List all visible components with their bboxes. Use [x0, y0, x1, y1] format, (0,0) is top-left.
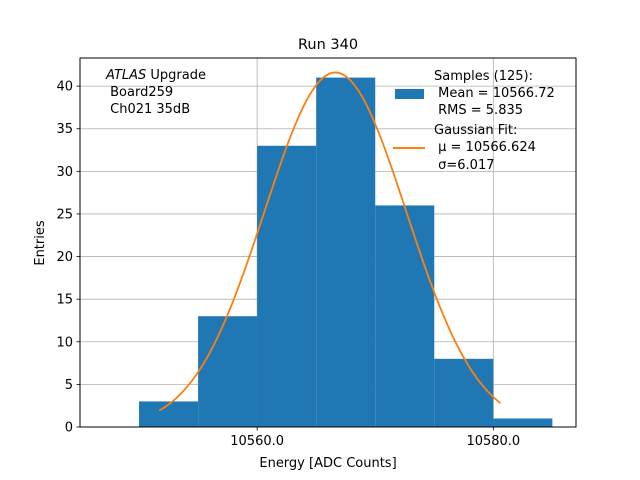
y-tick-label: 40 [56, 80, 73, 95]
legend-fit-line-2: μ = 10566.624 [434, 140, 536, 155]
annotation-text: ATLAS Upgrade Board259 Ch021 35dB [105, 68, 206, 117]
annotation-line-1: ATLAS Upgrade [105, 68, 206, 83]
gaussian-fit-curve [158, 71, 501, 412]
x-tick-label: 10560.0 [230, 434, 284, 449]
y-tick-label: 15 [56, 293, 73, 308]
legend: Samples (125): Mean = 10566.72 RMS = 5.8… [393, 69, 555, 173]
y-tick-label: 25 [56, 207, 73, 222]
legend-samples-line-1: Samples (125): [434, 69, 533, 84]
histogram-bar [434, 358, 494, 427]
y-tick-label: 0 [65, 421, 73, 436]
histogram-bar [198, 316, 258, 427]
annotation-line-2: Board259 [106, 85, 173, 100]
y-tick-label: 5 [65, 378, 73, 393]
histogram-bars [139, 77, 553, 427]
legend-fit-line-3: σ=6.017 [434, 158, 494, 173]
annotation-line-3: Ch021 35dB [106, 102, 190, 117]
y-axis-label: Entries [33, 220, 48, 266]
x-axis-label: Energy [ADC Counts] [259, 456, 396, 471]
histogram-bar [493, 418, 553, 427]
x-tick-label: 10580.0 [466, 434, 520, 449]
legend-fit-line-1: Gaussian Fit: [434, 123, 517, 138]
gaussian-fit-line [158, 71, 501, 412]
axis-ticks: 0 5 10 15 20 25 30 35 40 10560.0 10580.0 [56, 80, 520, 449]
y-tick-label: 30 [56, 165, 73, 180]
y-tick-label: 10 [56, 335, 73, 350]
y-tick-label: 20 [56, 250, 73, 265]
legend-samples-swatch [395, 89, 424, 99]
histogram-bar [139, 401, 199, 427]
y-tick-label: 35 [56, 122, 73, 137]
annotation-atlas: ATLAS [105, 68, 146, 83]
histogram-bar [375, 205, 435, 427]
legend-samples-line-3: RMS = 5.835 [434, 103, 523, 118]
annotation-upgrade: Upgrade [146, 68, 206, 83]
plot-frame [79, 57, 577, 428]
legend-samples-line-2: Mean = 10566.72 [434, 86, 555, 101]
histogram-bar [316, 77, 376, 427]
histogram-bar [257, 145, 317, 427]
chart-title: Run 340 [298, 37, 358, 53]
